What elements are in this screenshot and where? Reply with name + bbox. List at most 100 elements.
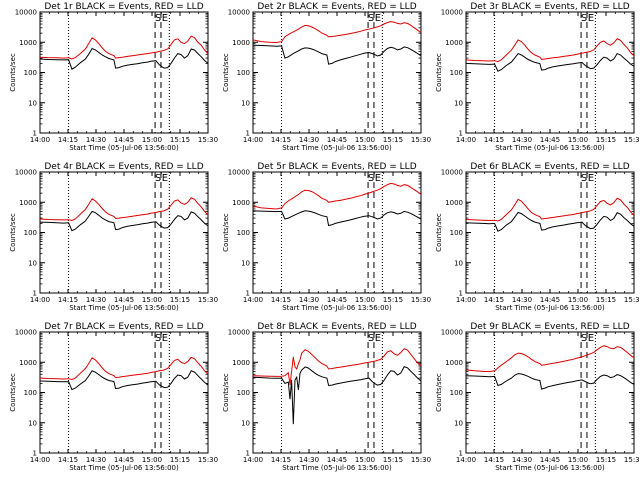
x-tick-label: 14:15 — [271, 136, 291, 144]
panel-det-4: Det 4r BLACK = Events, RED = LLD 1 10 100 10… — [9, 162, 218, 312]
y-axis-label: Counts/sec — [9, 213, 17, 252]
end-marker-label: E — [375, 13, 381, 24]
x-axis-label: Start Time (05-Jul-06 13:56:00) — [282, 144, 392, 152]
x-axis-label: Start Time (05-Jul-06 13:56:00) — [495, 144, 605, 152]
series-lld-line — [39, 35, 209, 60]
series-events-line — [465, 373, 635, 390]
x-tick-label: 15:15 — [170, 456, 190, 464]
series-lld-line — [252, 348, 422, 385]
y-tick-label: 1000 — [232, 359, 250, 367]
y-tick-label: 1 — [459, 450, 463, 458]
x-tick-label: 15:30 — [624, 296, 640, 304]
panel-title: Det 3r BLACK = Events, RED = LLD — [470, 2, 629, 12]
y-axis-label: Counts/sec — [435, 213, 443, 252]
series-events-line — [465, 52, 635, 72]
y-tick-label: 10 — [241, 99, 250, 107]
x-tick-label: 14:15 — [271, 296, 291, 304]
y-tick-label: 1 — [246, 130, 250, 138]
panel-det-2: Det 2r BLACK = Events, RED = LLD 1 10 100 10… — [222, 2, 431, 152]
x-tick-label: 15:15 — [596, 456, 616, 464]
end-marker-label: E — [162, 173, 168, 184]
x-tick-label: 14:00 — [30, 136, 50, 144]
x-tick-label: 14:30 — [86, 296, 106, 304]
y-tick-label: 100 — [237, 229, 250, 237]
x-tick-label: 14:30 — [299, 456, 319, 464]
x-tick-label: 15:15 — [596, 136, 616, 144]
y-tick-label: 100 — [237, 389, 250, 397]
x-tick-label: 14:15 — [58, 456, 78, 464]
y-tick-label: 1 — [459, 290, 463, 298]
x-axis-label: Start Time (05-Jul-06 13:56:00) — [69, 304, 179, 312]
y-tick-label: 100 — [450, 69, 463, 77]
end-marker-label: E — [375, 173, 381, 184]
start-marker-label: S — [155, 13, 161, 24]
x-tick-label: 15:15 — [170, 296, 190, 304]
y-tick-label: 1 — [33, 130, 37, 138]
x-tick-label: 14:30 — [86, 456, 106, 464]
x-tick-label: 14:45 — [327, 456, 347, 464]
start-marker-label: S — [155, 333, 161, 344]
panel-det-8: Det 8r BLACK = Events, RED = LLD 1 10 100 10… — [222, 322, 431, 472]
x-tick-label: 15:00 — [568, 456, 588, 464]
panel-title: Det 6r BLACK = Events, RED = LLD — [470, 162, 629, 172]
x-tick-label: 14:45 — [327, 136, 347, 144]
x-tick-label: 14:30 — [299, 136, 319, 144]
x-tick-label: 15:15 — [383, 136, 403, 144]
x-tick-label: 15:00 — [355, 136, 375, 144]
y-tick-label: 10 — [454, 419, 463, 427]
y-tick-label: 1000 — [19, 199, 37, 207]
x-tick-label: 14:15 — [484, 296, 504, 304]
y-tick-label: 10000 — [441, 9, 463, 17]
y-tick-label: 1000 — [445, 39, 463, 47]
y-tick-label: 10 — [241, 419, 250, 427]
series-lld-line — [39, 356, 209, 381]
y-tick-label: 1000 — [445, 199, 463, 207]
y-tick-label: 10000 — [15, 329, 37, 337]
end-marker-label: E — [588, 13, 594, 24]
x-axis-label: Start Time (05-Jul-06 13:56:00) — [282, 304, 392, 312]
start-marker-label: S — [155, 173, 161, 184]
end-marker-label: E — [162, 333, 168, 344]
panel-det-1: Det 1r BLACK = Events, RED = LLD 1 10 100 10… — [9, 2, 218, 152]
x-tick-label: 15:30 — [411, 136, 431, 144]
panel-det-6: Det 6r BLACK = Events, RED = LLD 1 10 100 10… — [435, 162, 640, 312]
start-marker-label: S — [581, 13, 587, 24]
x-tick-label: 14:45 — [114, 456, 134, 464]
start-marker-label: S — [581, 333, 587, 344]
x-tick-label: 14:30 — [512, 136, 532, 144]
series-events-line — [465, 211, 635, 232]
panel-grid: Det 1r BLACK = Events, RED = LLD 1 10 100 10… — [9, 2, 640, 472]
panel-title: Det 7r BLACK = Events, RED = LLD — [44, 322, 203, 332]
series-lld-line — [465, 345, 635, 373]
y-tick-label: 10000 — [228, 169, 250, 177]
y-tick-label: 1000 — [232, 199, 250, 207]
x-tick-label: 15:15 — [170, 136, 190, 144]
y-tick-label: 10 — [241, 259, 250, 267]
y-tick-label: 10000 — [15, 169, 37, 177]
y-axis-label: Counts/sec — [222, 373, 230, 412]
series-events-line — [252, 365, 422, 425]
series-events-line — [39, 370, 209, 391]
panel-title: Det 8r BLACK = Events, RED = LLD — [257, 322, 416, 332]
series-lld-line — [465, 197, 635, 222]
panel-det-9: Det 9r BLACK = Events, RED = LLD 1 10 100 10… — [435, 322, 640, 472]
x-tick-label: 15:30 — [411, 456, 431, 464]
x-axis-label: Start Time (05-Jul-06 13:56:00) — [69, 144, 179, 152]
series-lld-line — [465, 38, 635, 63]
y-axis-label: Counts/sec — [222, 53, 230, 92]
x-tick-label: 14:45 — [540, 136, 560, 144]
x-tick-label: 14:15 — [271, 456, 291, 464]
x-tick-label: 15:15 — [596, 296, 616, 304]
panel-title: Det 9r BLACK = Events, RED = LLD — [470, 322, 629, 332]
x-tick-label: 14:45 — [540, 456, 560, 464]
x-tick-label: 14:30 — [512, 456, 532, 464]
x-axis-label: Start Time (05-Jul-06 13:56:00) — [495, 304, 605, 312]
x-tick-label: 15:00 — [568, 296, 588, 304]
x-tick-label: 14:30 — [299, 296, 319, 304]
x-tick-label: 14:15 — [58, 136, 78, 144]
y-axis-label: Counts/sec — [9, 373, 17, 412]
x-tick-label: 14:00 — [30, 456, 50, 464]
end-marker-label: E — [588, 173, 594, 184]
x-axis-label: Start Time (05-Jul-06 13:56:00) — [495, 464, 605, 472]
